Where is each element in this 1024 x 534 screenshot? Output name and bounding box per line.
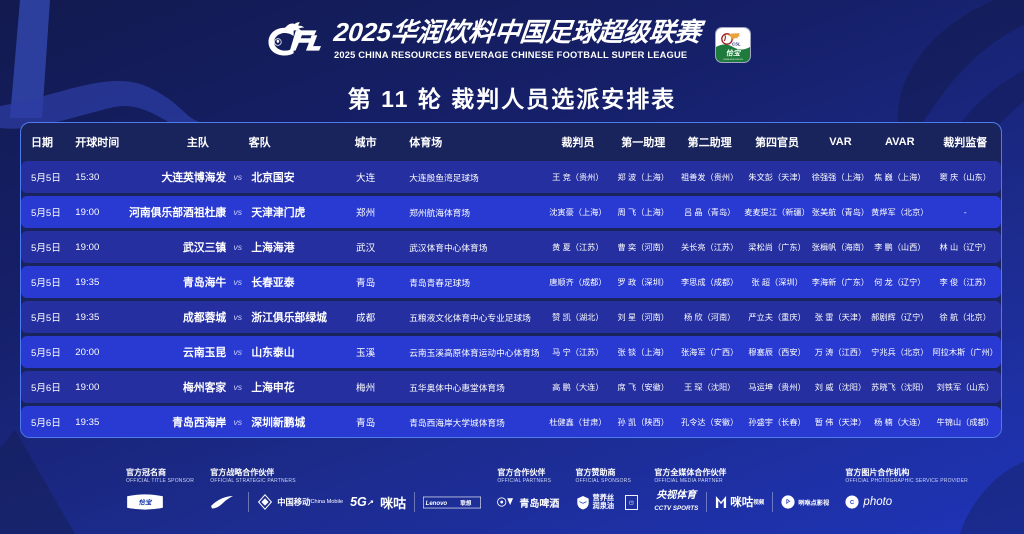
svg-text:恰宝: 恰宝 (139, 499, 153, 507)
svg-text:C: C (850, 500, 854, 506)
svg-text:Lenovo: Lenovo (426, 501, 448, 507)
svg-text:CSL: CSL (732, 41, 741, 46)
svg-text:联想: 联想 (461, 499, 473, 507)
svg-text:恰宝: 恰宝 (726, 49, 742, 58)
svg-text:CHINA RESOURCES: CHINA RESOURCES (723, 58, 744, 61)
svg-text:⚀: ⚀ (629, 500, 633, 506)
